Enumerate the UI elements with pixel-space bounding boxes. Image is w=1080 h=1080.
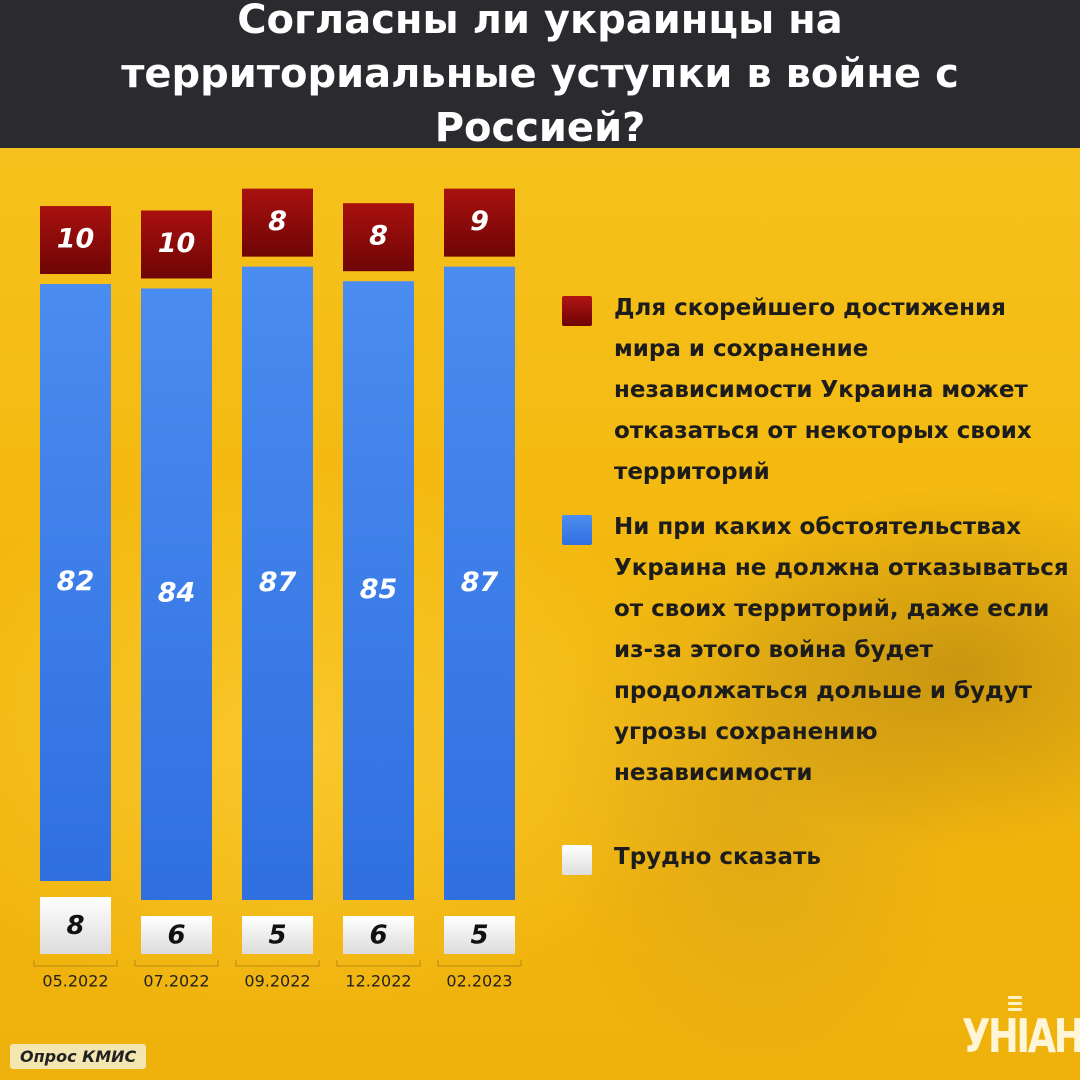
data-label-hard-to-say: 5 [268,921,286,951]
unian-logo: УНІАН [962,996,1080,1068]
data-label-hard-to-say: 6 [369,921,387,951]
data-label-hard-to-say: 6 [167,921,185,951]
data-label-hard-to-say: 8 [66,911,84,941]
x-axis-tick [134,960,219,967]
data-label-hard-to-say: 5 [470,921,488,951]
data-label-no-concessions: 84 [158,578,196,609]
bar-segment-hard-to-say [40,897,111,954]
bar-segment-concessions [444,188,515,257]
x-axis-tick [235,960,320,967]
x-axis-tick-label: 05.2022 [42,972,108,991]
bar-segment-concessions [343,203,414,272]
x-axis-tick [336,960,421,967]
bar-segment-concessions [40,206,111,275]
source-note: Опрос КМИС [10,1044,147,1069]
blue-square-icon [562,515,592,545]
x-axis-tick-label: 09.2022 [244,972,310,991]
legend-label-concessions: Для скорейшего достижения мира и сохране… [614,295,1032,485]
bar-segment-hard-to-say [444,916,515,954]
x-axis-tick-label: 12.2022 [345,972,411,991]
logo-mark-icon [1008,996,1022,1014]
data-label-no-concessions: 87 [461,567,499,598]
data-label-concessions: 8 [369,221,388,252]
bar-segment-concessions [242,188,313,257]
bar-segment-no-concessions [444,266,515,900]
data-label-concessions: 9 [470,206,489,237]
bar-segment-concessions [141,210,212,279]
bar-segment-no-concessions [343,281,414,900]
data-label-concessions: 10 [57,224,95,255]
white-square-icon [562,845,592,875]
x-axis-tick [437,960,522,967]
legend-label-no-concessions: Ни при каких обстоятельствах Украина не … [614,514,1069,786]
bar-segment-no-concessions [141,288,212,901]
logo-wordmark: УНІАН [962,1009,1080,1063]
page-title: Согласны ли украинцы на территориальные … [121,0,959,151]
bar-segment-hard-to-say [242,916,313,954]
data-label-concessions: 8 [268,206,287,237]
header-bar: Согласны ли украинцы на территориальные … [0,0,1080,151]
data-label-no-concessions: 87 [259,567,297,598]
data-label-no-concessions: 85 [360,574,398,605]
bar-segment-hard-to-say [343,916,414,954]
x-axis-tick-label: 02.2023 [446,972,512,991]
data-label-concessions: 10 [158,228,196,259]
red-square-icon [562,296,592,326]
legend-label-hard-to-say: Трудно сказать [614,844,821,870]
data-label-no-concessions: 82 [57,566,95,597]
bar-segment-hard-to-say [141,916,212,954]
x-axis-tick-label: 07.2022 [143,972,209,991]
bar-segment-no-concessions [40,284,111,881]
bar-segment-no-concessions [242,266,313,900]
x-axis-tick [33,960,118,967]
